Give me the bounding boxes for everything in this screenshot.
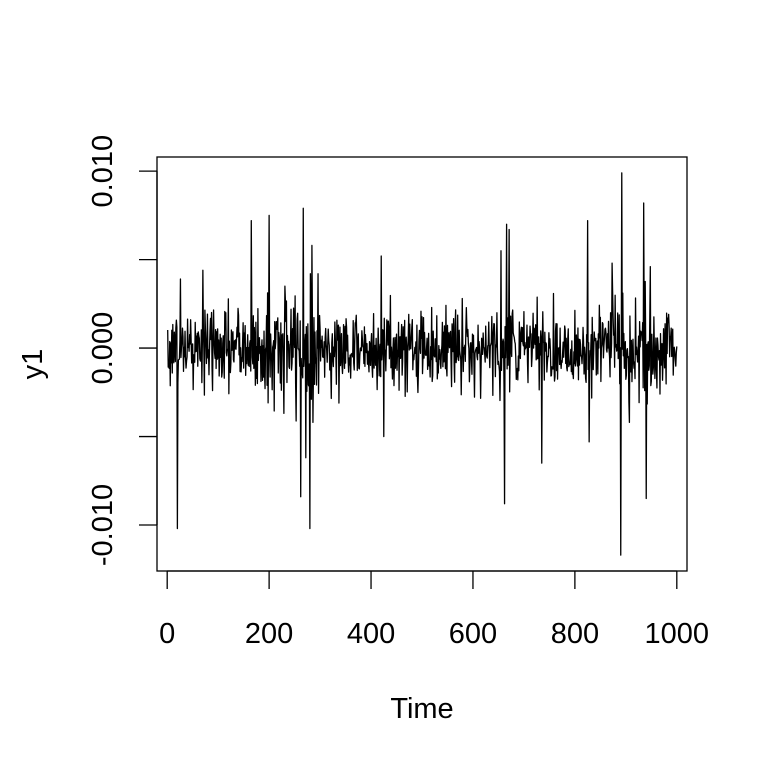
x-tick-label: 200	[245, 618, 293, 650]
x-tick-label: 600	[449, 618, 497, 650]
x-tick-label: 400	[347, 618, 395, 650]
y-tick-label: -0.010	[87, 484, 119, 566]
x-axis-label: Time	[390, 693, 453, 725]
x-tick-label: 0	[159, 618, 175, 650]
series-layer	[167, 172, 678, 556]
axes-layer: 0 200 400 600 800 1000 -0.010 0.000 0.010	[87, 135, 709, 650]
x-tick-label: 1000	[645, 618, 710, 650]
y-tick-label: 0.000	[87, 312, 119, 385]
y-tick-label: 0.010	[87, 135, 119, 208]
series-line-y1	[167, 172, 678, 556]
x-tick-label: 800	[551, 618, 599, 650]
y-axis-label: y1	[17, 349, 49, 380]
